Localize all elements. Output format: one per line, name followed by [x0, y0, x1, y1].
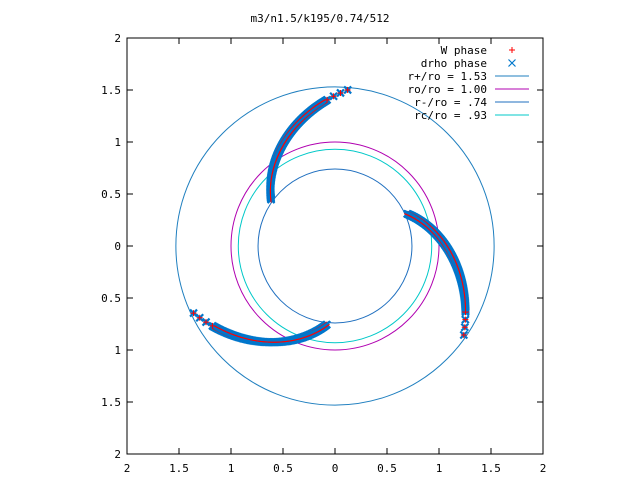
w-phase-point [462, 309, 469, 316]
legend-label: drho phase [421, 57, 487, 70]
y-tick-label: 1.5 [101, 396, 121, 409]
w-phase-point [190, 310, 197, 317]
y-tick-label: 0.5 [101, 292, 121, 305]
legend-label: r+/ro = 1.53 [408, 70, 487, 83]
w-phase-point [344, 86, 351, 93]
x-tick-label: 1 [228, 462, 235, 475]
w-phase-point [462, 316, 469, 323]
reference-circle [175, 86, 495, 406]
x-tick-label: 2 [540, 462, 547, 475]
x-tick-label: 0.5 [377, 462, 397, 475]
x-tick-label: 0 [332, 462, 339, 475]
y-tick-label: 1 [114, 344, 121, 357]
y-tick-label: 1.5 [101, 84, 121, 97]
data-points [189, 85, 470, 347]
reference-circle [230, 141, 440, 351]
x-tick-label: 1.5 [169, 462, 189, 475]
legend-label: W phase [441, 44, 487, 57]
legend-label: r-/ro = .74 [414, 96, 487, 109]
reference-circles [175, 86, 495, 406]
w-phase-point [203, 319, 210, 326]
w-phase-point [196, 314, 203, 321]
w-phase-point [461, 324, 468, 331]
x-tick-label: 2 [124, 462, 131, 475]
legend-marker-swatch [509, 47, 515, 53]
x-tick-label: 1.5 [481, 462, 501, 475]
y-tick-label: 2 [114, 448, 121, 461]
w-phase-point [460, 331, 467, 338]
w-phase-point [209, 322, 216, 329]
y-tick-label: 0 [114, 240, 121, 253]
y-tick-label: 1 [114, 136, 121, 149]
y-tick-label: 2 [114, 32, 121, 45]
x-tick-label: 0.5 [273, 462, 293, 475]
reference-circle [237, 148, 433, 344]
x-tick-label: 1 [436, 462, 443, 475]
legend-marker-swatch [508, 59, 516, 67]
w-phase-point [337, 89, 344, 96]
chart-title: m3/n1.5/k195/0.74/512 [250, 12, 389, 25]
y-tick-label: 0.5 [101, 188, 121, 201]
legend-label: ro/ro = 1.00 [408, 83, 487, 96]
reference-circle [257, 168, 413, 324]
axis-ticks: 2 1.5 1 0.5 0 0.5 1 1.5 221.510.500.511.52 [101, 32, 546, 475]
legend-label: rc/ro = .93 [414, 109, 487, 122]
w-phase-point [324, 96, 331, 103]
w-phase-point [330, 93, 337, 100]
